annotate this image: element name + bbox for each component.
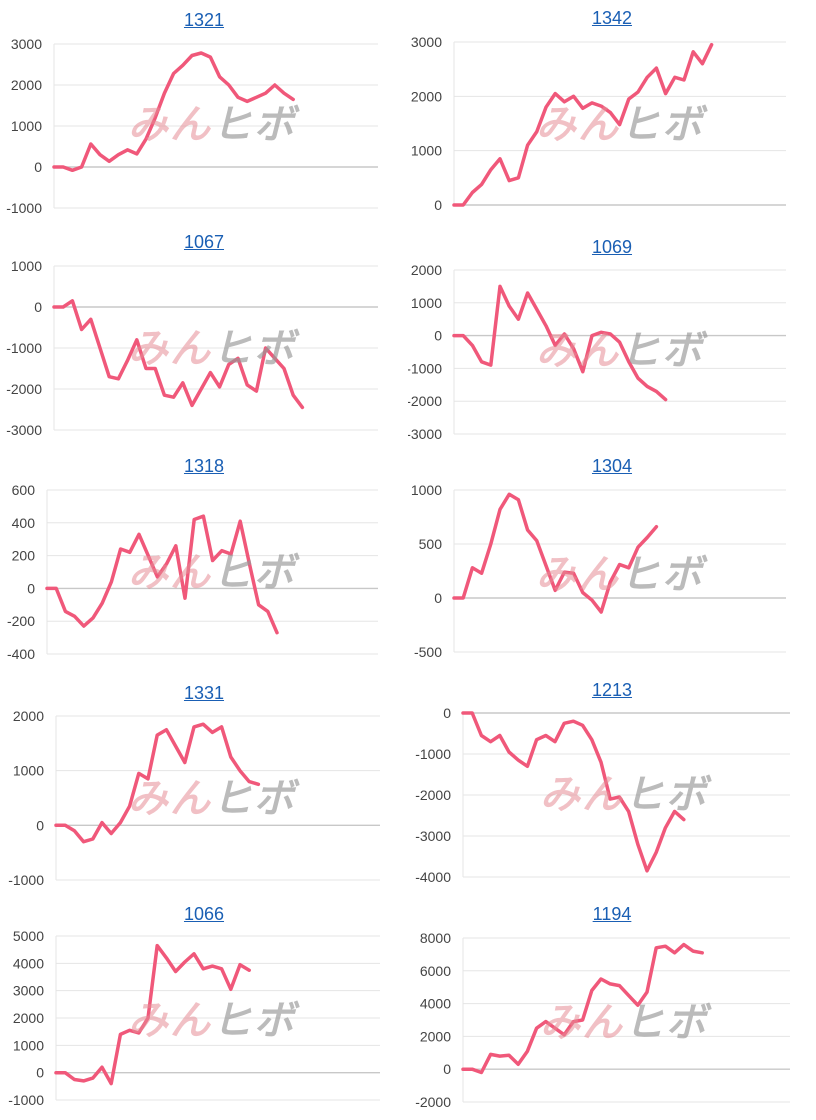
y-tick-label: 3000	[13, 983, 44, 999]
y-tick-label: 2000	[411, 88, 442, 104]
chart-panel-1213: 1213 0 -1000 -2000 -3000 -4000 みんヒボ	[408, 672, 816, 896]
chart-panel-1321: 1321 3000 2000 1000 0 -1000 みんヒボ	[0, 0, 408, 224]
y-tick-label: -3000	[6, 422, 42, 438]
y-tick-label: 0	[443, 705, 451, 721]
y-tick-label: 0	[434, 590, 442, 606]
series-line	[52, 51, 295, 173]
series-line	[45, 514, 279, 635]
chart-panel-1194: 1194 8000 6000 4000 2000 0 -2000 みんヒボ	[408, 896, 816, 1120]
chart-title-link[interactable]: 1213	[591, 680, 633, 700]
y-tick-label: 2000	[13, 1010, 44, 1026]
y-tick-label: 0	[27, 580, 35, 596]
y-tick-label: -200	[7, 613, 35, 629]
y-tick-label: -1000	[8, 1092, 44, 1108]
line-chart: 5000 4000 3000 2000 1000 0 -1000	[8, 928, 380, 1108]
y-tick-label: -2000	[6, 381, 42, 397]
y-tick-label: -1000	[8, 872, 44, 888]
y-tick-label: 5000	[13, 928, 44, 944]
chart-title-link[interactable]: 1069	[591, 237, 633, 257]
y-tick-label: -2000	[415, 1094, 451, 1110]
y-tick-label: 0	[34, 159, 42, 175]
chart-title-link[interactable]: 1342	[591, 8, 633, 28]
chart-title-link[interactable]: 1067	[183, 232, 225, 252]
chart-title-link[interactable]: 1066	[183, 904, 225, 924]
y-tick-label: 6000	[420, 963, 451, 979]
series-line	[54, 722, 261, 844]
y-tick-label: 1000	[11, 258, 42, 274]
y-tick-label: -1000	[415, 746, 451, 762]
y-tick-label: 2000	[11, 77, 42, 93]
y-tick-label: 2000	[411, 262, 442, 278]
y-tick-label: -1000	[6, 340, 42, 356]
y-tick-label: 500	[419, 536, 443, 552]
line-chart: 2000 1000 0 -1000 -2000 -3000	[408, 262, 786, 442]
chart-title-link[interactable]: 1318	[183, 456, 225, 476]
y-tick-label: -3000	[415, 828, 451, 844]
y-tick-label: 0	[443, 1061, 451, 1077]
y-tick-label: 0	[36, 817, 44, 833]
chart-panel-1342: 1342 3000 2000 1000 0 みんヒボ	[408, 0, 816, 224]
y-tick-label: 1000	[411, 295, 442, 311]
chart-title-link[interactable]: 1304	[591, 456, 633, 476]
y-tick-label: -3000	[408, 426, 442, 442]
y-tick-label: -1000	[408, 360, 442, 376]
chart-panel-1304: 1304 1000 500 0 -500 みんヒボ	[408, 448, 816, 672]
y-tick-label: 200	[12, 548, 36, 564]
y-tick-label: 1000	[411, 482, 442, 498]
line-chart: 8000 6000 4000 2000 0 -2000	[415, 930, 790, 1110]
y-tick-label: -2000	[408, 393, 442, 409]
y-tick-label: 2000	[13, 708, 44, 724]
y-tick-label: 1000	[11, 118, 42, 134]
line-chart: 1000 0 -1000 -2000 -3000	[6, 258, 378, 438]
series-line	[452, 284, 668, 402]
y-tick-label: 0	[34, 299, 42, 315]
y-tick-label: 600	[12, 482, 36, 498]
chart-panel-1331: 1331 2000 1000 0 -1000 みんヒボ	[0, 672, 408, 896]
chart-title-link[interactable]: 1331	[183, 683, 225, 703]
chart-panel-1069: 1069 2000 1000 0 -1000 -2000 -3000 みんヒボ	[408, 224, 816, 448]
series-line	[461, 942, 704, 1075]
y-tick-label: 1000	[13, 763, 44, 779]
y-tick-label: -500	[414, 644, 442, 660]
y-tick-label: 2000	[420, 1028, 451, 1044]
y-tick-label: 0	[434, 328, 442, 344]
y-tick-label: -4000	[415, 869, 451, 885]
line-chart: 3000 2000 1000 0 -1000	[6, 36, 378, 216]
line-chart: 1000 500 0 -500	[411, 482, 786, 660]
y-tick-label: 1000	[411, 143, 442, 159]
y-tick-label: 3000	[11, 36, 42, 52]
series-line	[461, 711, 686, 873]
y-tick-label: 0	[434, 197, 442, 213]
chart-title-link[interactable]: 1194	[592, 904, 632, 924]
y-tick-label: 8000	[420, 930, 451, 946]
y-tick-label: 1000	[13, 1037, 44, 1053]
y-tick-label: -2000	[415, 787, 451, 803]
y-tick-label: 4000	[13, 955, 44, 971]
series-line	[54, 943, 251, 1086]
series-line	[452, 492, 659, 614]
chart-panel-1318: 1318 600 400 200 0 -200 -400 みんヒボ	[0, 448, 408, 672]
y-tick-label: -1000	[6, 200, 42, 216]
line-chart: 600 400 200 0 -200 -400	[7, 482, 378, 662]
chart-panel-1067: 1067 1000 0 -1000 -2000 -3000 みんヒボ	[0, 224, 408, 448]
line-chart: 2000 1000 0 -1000	[8, 708, 380, 888]
line-chart: 3000 2000 1000 0	[411, 34, 786, 213]
y-tick-label: 400	[12, 515, 36, 531]
y-tick-label: 3000	[411, 34, 442, 50]
y-tick-label: 0	[36, 1065, 44, 1081]
y-tick-label: -400	[7, 646, 35, 662]
y-tick-label: 4000	[420, 996, 451, 1012]
chart-panel-1066: 1066 5000 4000 3000 2000 1000 0 -1000 みんヒボ	[0, 896, 408, 1120]
chart-title-link[interactable]: 1321	[183, 10, 225, 30]
series-line	[52, 299, 305, 410]
series-line	[452, 42, 714, 207]
line-chart: 0 -1000 -2000 -3000 -4000	[415, 705, 790, 885]
